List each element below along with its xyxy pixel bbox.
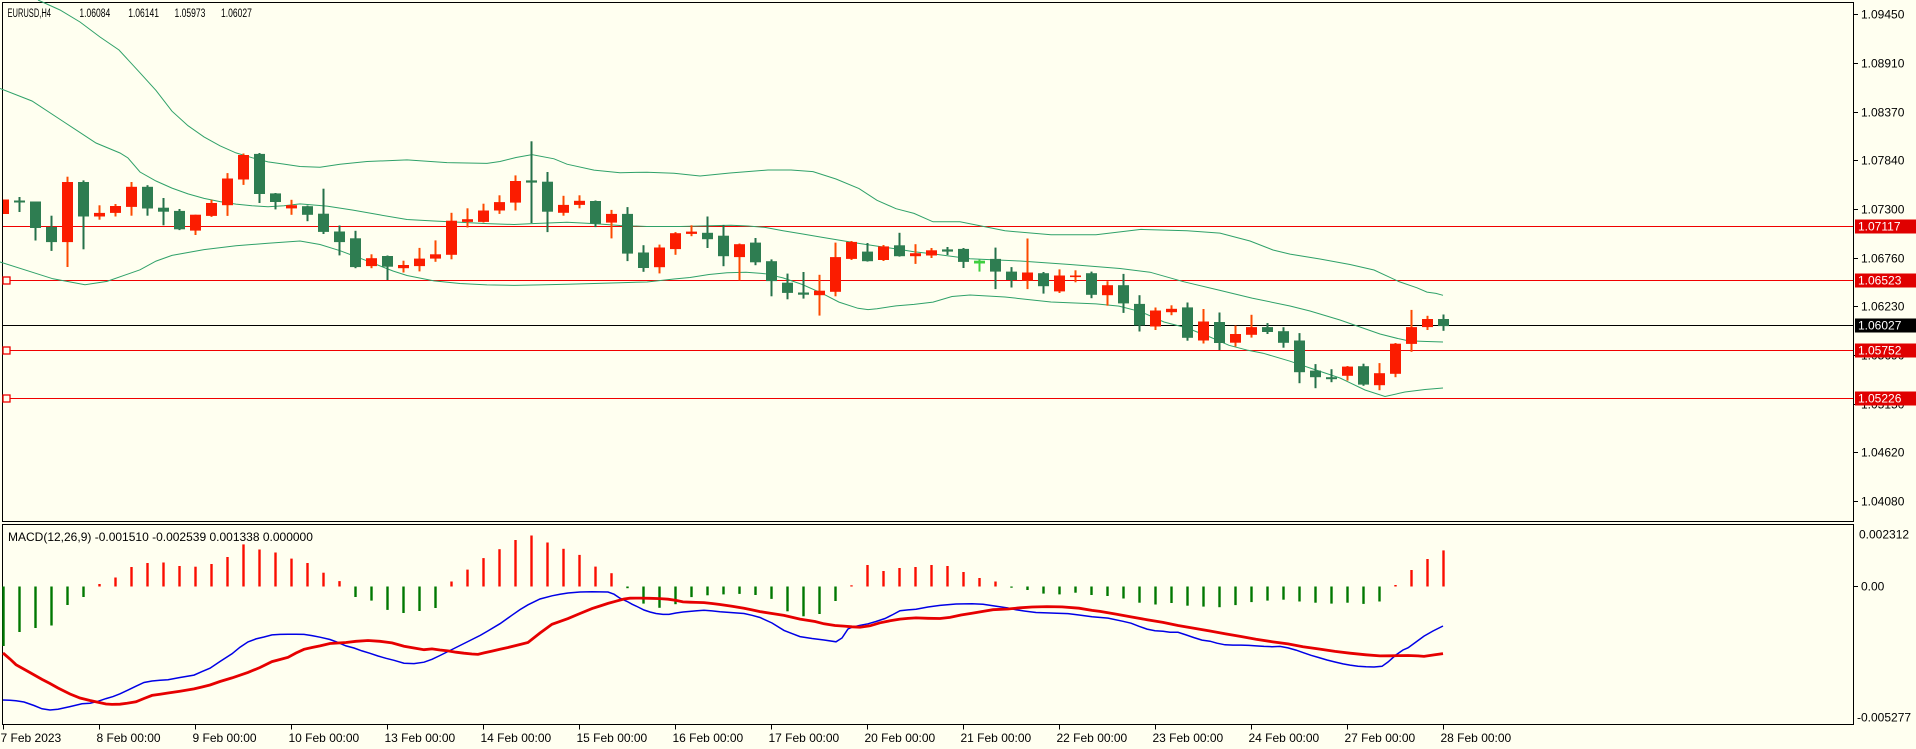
svg-text:24 Feb 00:00: 24 Feb 00:00 <box>1249 731 1320 745</box>
svg-text:1.07300: 1.07300 <box>1861 203 1905 217</box>
svg-text:1.08370: 1.08370 <box>1861 106 1905 120</box>
svg-text:23 Feb 00:00: 23 Feb 00:00 <box>1153 731 1224 745</box>
svg-text:17 Feb 00:00: 17 Feb 00:00 <box>769 731 840 745</box>
svg-text:16 Feb 00:00: 16 Feb 00:00 <box>673 731 744 745</box>
svg-text:1.06027: 1.06027 <box>221 6 252 20</box>
svg-text:21 Feb 00:00: 21 Feb 00:00 <box>961 731 1032 745</box>
svg-text:1.06523: 1.06523 <box>1858 274 1902 288</box>
svg-text:27 Feb 00:00: 27 Feb 00:00 <box>1345 731 1416 745</box>
svg-text:1.07117: 1.07117 <box>1858 220 1901 234</box>
svg-text:1.06027: 1.06027 <box>1858 319 1902 333</box>
svg-text:1.06084: 1.06084 <box>79 6 110 20</box>
svg-text:MACD(12,26,9) -0.001510 -0.002: MACD(12,26,9) -0.001510 -0.002539 0.0013… <box>8 530 313 544</box>
svg-text:0.00: 0.00 <box>1861 580 1885 594</box>
svg-text:1.06230: 1.06230 <box>1861 300 1905 314</box>
svg-text:EURUSD,H4: EURUSD,H4 <box>8 7 52 20</box>
svg-text:0.002312: 0.002312 <box>1859 528 1909 542</box>
svg-text:1.08910: 1.08910 <box>1861 57 1905 71</box>
svg-text:1.05973: 1.05973 <box>175 6 206 20</box>
svg-text:8 Feb 00:00: 8 Feb 00:00 <box>97 731 161 745</box>
svg-text:1.07840: 1.07840 <box>1861 154 1905 168</box>
svg-text:15 Feb 00:00: 15 Feb 00:00 <box>577 731 648 745</box>
svg-text:1.06141: 1.06141 <box>128 6 159 20</box>
svg-text:28 Feb 00:00: 28 Feb 00:00 <box>1441 731 1512 745</box>
svg-text:22 Feb 00:00: 22 Feb 00:00 <box>1057 731 1128 745</box>
svg-text:1.09450: 1.09450 <box>1861 8 1905 22</box>
svg-text:-0.005277: -0.005277 <box>1857 711 1911 725</box>
svg-text:1.04080: 1.04080 <box>1861 495 1905 509</box>
svg-text:1.05226: 1.05226 <box>1858 392 1902 406</box>
svg-text:13 Feb 00:00: 13 Feb 00:00 <box>385 731 456 745</box>
svg-text:1.04620: 1.04620 <box>1861 446 1905 460</box>
svg-text:7 Feb 2023: 7 Feb 2023 <box>1 731 62 745</box>
svg-text:1.06760: 1.06760 <box>1861 252 1905 266</box>
svg-text:1.05752: 1.05752 <box>1858 344 1902 358</box>
svg-text:9 Feb 00:00: 9 Feb 00:00 <box>193 731 257 745</box>
svg-text:10 Feb 00:00: 10 Feb 00:00 <box>289 731 360 745</box>
svg-text:14 Feb 00:00: 14 Feb 00:00 <box>481 731 552 745</box>
svg-text:20 Feb 00:00: 20 Feb 00:00 <box>865 731 936 745</box>
